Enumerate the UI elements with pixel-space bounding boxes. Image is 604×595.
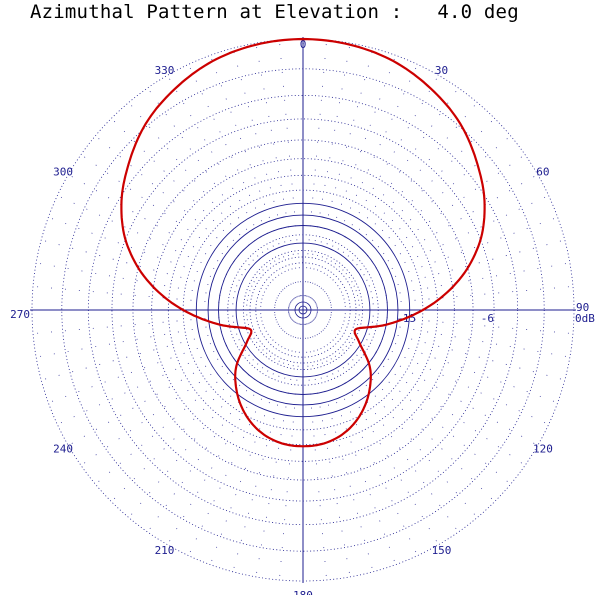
grid-spoke bbox=[307, 55, 397, 297]
grid-spoke bbox=[111, 118, 294, 301]
grid-spoke bbox=[311, 320, 478, 518]
chart-title: Azimuthal Pattern at Elevation : 4.0 deg bbox=[30, 1, 519, 23]
grid-spoke bbox=[255, 323, 301, 577]
grid-spoke bbox=[188, 64, 298, 298]
grid-spoke bbox=[316, 310, 574, 334]
angle-tick-label: 90 bbox=[576, 301, 589, 314]
angle-tick-label: 120 bbox=[533, 443, 553, 456]
grid-spoke bbox=[111, 319, 294, 502]
grid-spoke bbox=[311, 102, 478, 300]
grid-spoke bbox=[80, 317, 292, 466]
angle-tick-label: 330 bbox=[155, 64, 175, 77]
grid-spoke bbox=[232, 48, 300, 297]
angle-tick-label: 60 bbox=[536, 166, 549, 179]
grid-spoke bbox=[316, 313, 565, 381]
grid-spoke bbox=[41, 239, 290, 307]
grid-spoke bbox=[255, 43, 301, 297]
grid-spoke bbox=[306, 323, 374, 572]
angle-tick-label: 240 bbox=[53, 443, 73, 456]
angle-tick-label: 210 bbox=[155, 544, 175, 557]
grid-spoke bbox=[310, 321, 459, 533]
grid-spoke bbox=[303, 323, 327, 581]
grid-spoke bbox=[316, 312, 570, 358]
grid-spoke bbox=[279, 323, 303, 581]
angle-tick-label: 270 bbox=[10, 308, 30, 321]
grid-spoke bbox=[80, 154, 292, 303]
grid-spoke bbox=[307, 323, 397, 565]
angle-tick-label: 180 bbox=[293, 589, 313, 595]
grid-spoke bbox=[315, 195, 549, 305]
grid-spoke bbox=[57, 195, 291, 305]
grid-spoke bbox=[313, 318, 511, 485]
grid-spoke bbox=[36, 312, 290, 358]
angle-tick-label: 0 bbox=[300, 38, 307, 51]
grid-spoke bbox=[305, 43, 351, 297]
grid-spoke bbox=[315, 315, 549, 425]
grid-spoke bbox=[312, 319, 495, 502]
angle-tick-label: 30 bbox=[435, 64, 448, 77]
angle-labels: 0 30 60 90 120 150 180 210 240 270 300 330 bbox=[10, 38, 589, 595]
grid-spoke bbox=[306, 48, 374, 297]
grid-spoke bbox=[209, 55, 299, 297]
grid-spoke bbox=[48, 216, 290, 306]
grid-spoke bbox=[316, 286, 574, 310]
radial-labels: -15 -6 0dB bbox=[396, 312, 595, 325]
grid-spoke bbox=[32, 310, 290, 334]
grid-spoke bbox=[308, 64, 418, 298]
grid-spoke bbox=[167, 75, 297, 299]
grid-spoke bbox=[314, 316, 538, 446]
grid-spoke bbox=[95, 135, 293, 302]
grid-spoke bbox=[57, 315, 291, 425]
grid-spoke bbox=[279, 39, 303, 297]
grid-spoke bbox=[48, 314, 290, 404]
axis-lines bbox=[30, 37, 576, 583]
grid-spoke bbox=[312, 118, 495, 301]
grid-spoke bbox=[209, 323, 299, 565]
grid-spoke bbox=[316, 216, 558, 306]
grid-spoke bbox=[310, 87, 459, 299]
grid-spoke bbox=[68, 174, 292, 304]
radial-db-label: -6 bbox=[481, 312, 494, 325]
pattern-series bbox=[120, 37, 486, 448]
grid-spoke bbox=[232, 323, 300, 572]
grid-spoke bbox=[309, 321, 439, 545]
grid-spoke bbox=[128, 102, 295, 300]
grid-spoke bbox=[36, 262, 290, 308]
grid-spoke bbox=[314, 174, 538, 304]
grid-spoke bbox=[303, 39, 327, 297]
grid-spoke bbox=[128, 320, 295, 518]
pattern-line bbox=[120, 37, 486, 448]
angle-tick-label: 300 bbox=[53, 166, 73, 179]
grid-spoke bbox=[309, 75, 439, 299]
angle-tick-label: 150 bbox=[432, 544, 452, 557]
grid-spoke bbox=[147, 321, 296, 533]
grid-spoke bbox=[316, 262, 570, 308]
grid-spoke bbox=[308, 322, 418, 556]
grid-spoke bbox=[95, 318, 293, 485]
grid-spoke bbox=[41, 313, 290, 381]
grid-spoke bbox=[305, 323, 351, 577]
grid-spoke bbox=[32, 286, 290, 310]
grid-spoke bbox=[314, 154, 526, 303]
grid-spoke bbox=[316, 239, 565, 307]
grid-spoke bbox=[167, 321, 297, 545]
grid-spoke bbox=[314, 317, 526, 466]
grid-spoke bbox=[147, 87, 296, 299]
grid-spoke bbox=[313, 135, 511, 302]
radial-db-label: 0dB bbox=[575, 312, 595, 325]
grid-spoke bbox=[68, 316, 292, 446]
grid-spoke bbox=[316, 314, 558, 404]
grid-spoke bbox=[188, 322, 298, 556]
